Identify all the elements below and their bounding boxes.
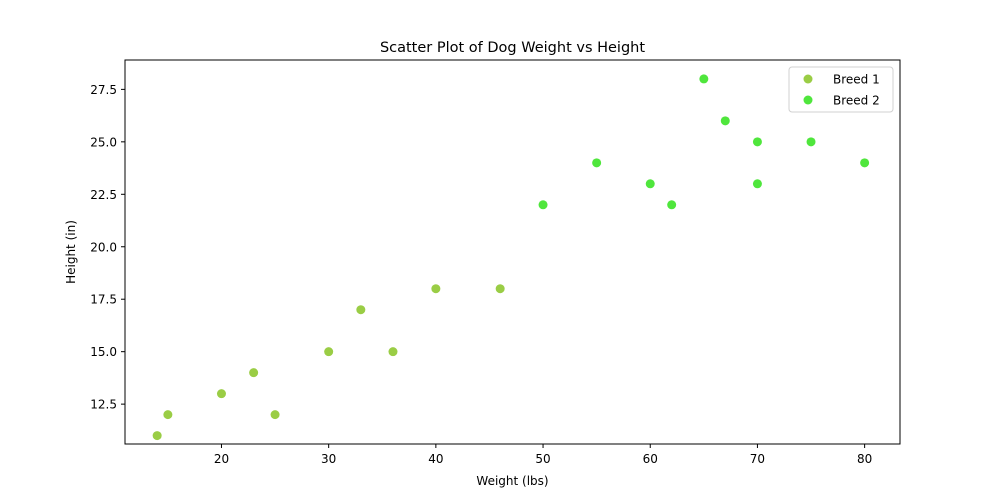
x-tick-label: 40 bbox=[428, 452, 443, 466]
scatter-point-breed-1 bbox=[495, 284, 505, 294]
x-tick-label: 20 bbox=[214, 452, 229, 466]
y-tick-label: 15.0 bbox=[90, 345, 117, 359]
y-tick-label: 12.5 bbox=[90, 398, 117, 412]
scatter-point-breed-2 bbox=[645, 179, 655, 189]
y-axis-ticks: 12.5 15.0 17.5 20.0 22.5 25.0 27.5 bbox=[90, 83, 125, 412]
y-axis-label: Height (in) bbox=[64, 220, 78, 284]
x-axis-label: Weight (lbs) bbox=[476, 474, 548, 488]
scatter-point-breed-2 bbox=[752, 137, 762, 147]
scatter-point-breed-1 bbox=[163, 410, 173, 420]
y-tick-label: 17.5 bbox=[90, 293, 117, 307]
scatter-point-breed-1 bbox=[270, 410, 280, 420]
y-tick-label: 20.0 bbox=[90, 240, 117, 254]
scatter-point-breed-1 bbox=[431, 284, 441, 294]
data-points bbox=[152, 74, 870, 441]
plot-frame bbox=[124, 59, 901, 445]
y-tick-label: 27.5 bbox=[90, 83, 117, 97]
x-tick-label: 30 bbox=[321, 452, 336, 466]
scatter-point-breed-1 bbox=[152, 431, 162, 441]
scatter-point-breed-2 bbox=[538, 200, 548, 210]
scatter-point-breed-2 bbox=[667, 200, 677, 210]
scatter-point-breed-2 bbox=[699, 74, 709, 84]
x-tick-label: 70 bbox=[750, 452, 765, 466]
scatter-point-breed-1 bbox=[216, 389, 226, 399]
scatter-point-breed-1 bbox=[356, 305, 366, 315]
x-tick-label: 50 bbox=[535, 452, 550, 466]
x-tick-label: 60 bbox=[643, 452, 658, 466]
x-axis-ticks: 20 30 40 50 60 70 80 bbox=[214, 444, 872, 466]
y-tick-label: 22.5 bbox=[90, 188, 117, 202]
scatter-point-breed-2 bbox=[752, 179, 762, 189]
legend: Breed 1 Breed 2 bbox=[788, 66, 894, 113]
scatter-point-breed-1 bbox=[324, 347, 334, 357]
legend-marker bbox=[803, 95, 813, 105]
legend-label: Breed 2 bbox=[833, 94, 880, 108]
scatter-point-breed-2 bbox=[860, 158, 870, 168]
legend-marker bbox=[803, 74, 813, 84]
legend-box bbox=[788, 66, 894, 113]
x-tick-label: 80 bbox=[857, 452, 872, 466]
scatter-point-breed-1 bbox=[249, 368, 259, 378]
scatter-point-breed-2 bbox=[720, 116, 730, 126]
scatter-point-breed-2 bbox=[806, 137, 816, 147]
chart-title: Scatter Plot of Dog Weight vs Height bbox=[380, 40, 645, 56]
legend-label: Breed 1 bbox=[833, 73, 880, 87]
scatter-point-breed-2 bbox=[592, 158, 602, 168]
scatter-point-breed-1 bbox=[388, 347, 398, 357]
y-tick-label: 25.0 bbox=[90, 135, 117, 149]
